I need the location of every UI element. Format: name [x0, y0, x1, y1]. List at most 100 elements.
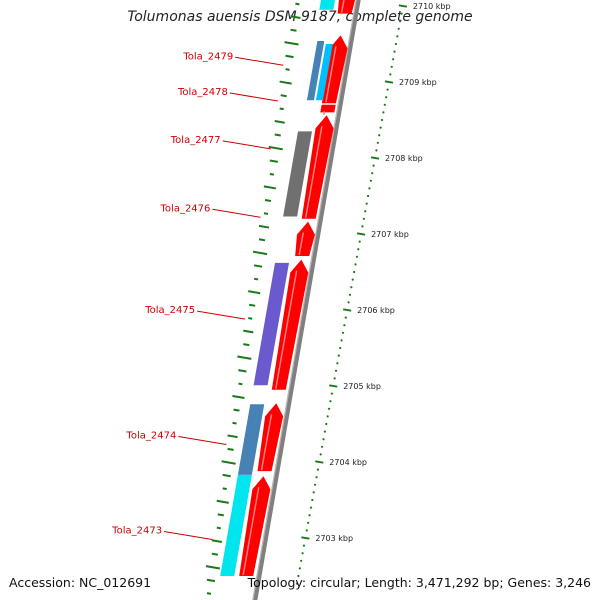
gene-labels: Tola_2479 Tola_2478 Tola_2477 Tola_2476 Tola… — [111, 51, 284, 541]
scale-minor-tick — [319, 453, 322, 456]
scale-major-tick — [329, 384, 338, 388]
gc-tick — [253, 277, 259, 281]
scale-minor-tick — [382, 111, 385, 114]
gc-tick — [227, 447, 234, 451]
scale-minor-tick — [316, 468, 320, 471]
scale-minor-tick — [379, 126, 382, 129]
scale-minor-tick — [314, 483, 317, 486]
gc-tick — [290, 15, 301, 19]
scale-tick-label: 2709 kbp — [399, 78, 437, 87]
scale-minor-tick — [399, 20, 402, 23]
scale-minor-tick — [340, 339, 343, 342]
scale-minor-tick — [354, 263, 357, 266]
scale-minor-tick — [308, 514, 311, 517]
genome-backbone-highlight — [252, 0, 357, 600]
cog-feature[interactable] — [319, 0, 339, 10]
scale-minor-tick — [341, 331, 345, 334]
gc-tick — [285, 68, 290, 71]
gc-tick — [268, 145, 283, 151]
scale-tick-label: 2707 kbp — [371, 230, 409, 239]
gc-tick — [216, 526, 221, 530]
gc-tick — [233, 408, 240, 412]
scale-minor-tick — [343, 324, 346, 327]
gc-tick — [269, 159, 278, 163]
scale-minor-tick — [366, 194, 370, 198]
cds-feature-shine — [260, 414, 273, 471]
scale-minor-tick — [383, 103, 386, 106]
scale-minor-tick — [320, 445, 324, 448]
gc-tick — [258, 238, 266, 242]
gc-tick — [258, 224, 270, 229]
scale-tick-label: 2703 kbp — [315, 534, 353, 543]
scale-minor-tick — [394, 42, 398, 46]
cds-feature-shine — [242, 487, 260, 576]
scale-minor-tick — [392, 58, 395, 61]
scale-major-tick — [301, 536, 310, 540]
scale-major-tick — [370, 156, 380, 160]
gc-tick-layer — [205, 2, 301, 595]
gc-tick — [253, 264, 263, 268]
gc-tick — [290, 28, 297, 32]
scale-minor-tick — [362, 217, 365, 220]
cog-feature[interactable] — [306, 40, 325, 101]
gc-tick — [221, 460, 236, 465]
gene-label-leader — [178, 436, 227, 446]
gc-tick — [206, 592, 212, 595]
scale-minor-tick — [326, 415, 329, 418]
scale-minor-tick — [350, 286, 353, 289]
accession-text: Accession: NC_012691 — [9, 575, 152, 590]
gc-tick — [238, 382, 243, 386]
gc-tick — [263, 212, 269, 215]
scale-minor-tick — [389, 73, 392, 76]
gc-tick — [243, 329, 254, 334]
scale-minor-tick — [347, 301, 350, 304]
cds-feature-shine — [304, 126, 323, 218]
cds-feature-shine — [298, 232, 305, 256]
scale-minor-tick — [390, 65, 393, 68]
scale-minor-tick — [364, 210, 367, 213]
cog-feature[interactable] — [220, 474, 252, 576]
cds-feature-shine — [340, 0, 345, 13]
cds-feature-shine — [275, 270, 298, 389]
cog-feature[interactable] — [237, 404, 265, 475]
gene-label: Tola_2478 — [177, 87, 228, 98]
scale-minor-tick — [371, 172, 374, 175]
scale-minor-tick — [334, 369, 338, 372]
gc-tick — [227, 434, 238, 439]
scale-minor-tick — [375, 149, 378, 152]
gc-tick — [295, 2, 300, 6]
scale-minor-tick — [325, 422, 328, 426]
gc-tick — [211, 539, 223, 543]
scale-minor-tick — [365, 202, 368, 205]
scale-major-tick — [356, 232, 366, 236]
cog-feature[interactable] — [253, 262, 289, 386]
scale-minor-tick — [397, 27, 400, 30]
scale-tick-label: 2705 kbp — [343, 382, 381, 391]
gc-tick — [232, 394, 245, 400]
scale-minor-tick — [307, 521, 310, 524]
gc-tick — [248, 317, 253, 320]
genome-summary-text: Topology: circular; Length: 3,471,292 bp… — [247, 575, 591, 590]
scale-minor-tick — [396, 35, 399, 38]
scale-minor-tick — [344, 316, 347, 319]
cog-feature[interactable] — [315, 44, 333, 101]
scale-minor-tick — [339, 346, 342, 350]
cog-feature[interactable] — [283, 131, 313, 217]
gc-tick — [269, 172, 275, 176]
scale-minor-tick — [376, 141, 379, 144]
scale-minor-tick — [351, 278, 354, 281]
cds-feature[interactable] — [295, 221, 315, 257]
gene-label: Tola_2476 — [160, 203, 211, 214]
scale-major-tick — [315, 460, 324, 464]
scale-minor-tick — [323, 430, 326, 433]
gene-label-leader — [197, 310, 246, 320]
scale-minor-tick — [368, 187, 371, 190]
scale-tick-label: 2710 kbp — [413, 2, 451, 11]
gc-tick — [237, 355, 252, 360]
scale-minor-tick — [336, 362, 339, 365]
cds-feature[interactable] — [320, 104, 336, 113]
scale-major-tick — [384, 80, 394, 84]
scale-minor-tick — [327, 407, 331, 410]
scale-minor-tick — [302, 544, 306, 547]
